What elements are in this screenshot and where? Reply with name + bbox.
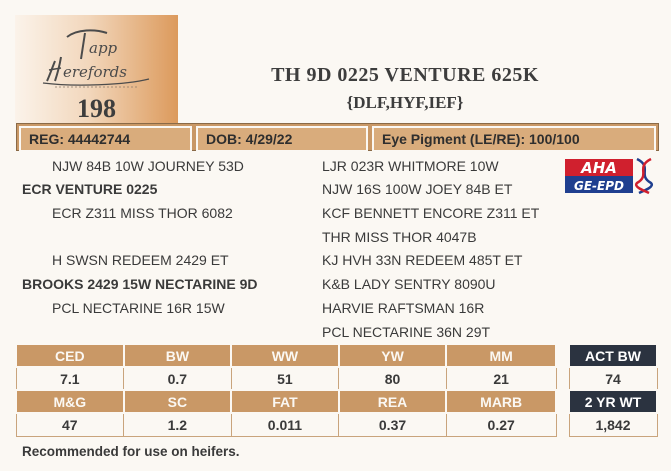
two-year-weight-label: 2 YR WT — [568, 389, 658, 414]
pedigree-dd-dam: PCL NECTARINE 36N 29T — [322, 324, 491, 340]
epd-header-ww: WW — [230, 343, 340, 368]
genetic-codes: {DLF,HYF,IEF} — [346, 93, 464, 112]
pedigree-sire-sire: NJW 84B 10W JOURNEY 53D — [52, 158, 244, 174]
actual-bw-value: 74 — [568, 366, 658, 391]
aha-logo-bottom-text: GE-EPD — [574, 179, 624, 193]
aha-logo-top-text: AHA — [580, 159, 617, 177]
epd-value-sc: 1.2 — [123, 412, 232, 437]
actual-weights-table: ACT BW 74 2 YR WT 1,842 — [568, 343, 658, 437]
pedigree-ds-sire: KJ HVH 33N REDEEM 485T ET — [322, 252, 523, 268]
svg-text:erefords: erefords — [63, 63, 127, 81]
epd-value-yw: 80 — [338, 366, 447, 391]
epd-value-mg: 47 — [15, 412, 125, 437]
epd-header-ced: CED — [15, 343, 125, 368]
epd-header-mm: MM — [445, 343, 557, 368]
pedigree-dam-sire: H SWSN REDEEM 2429 ET — [52, 252, 229, 268]
pedigree-sire-dam: ECR Z311 MISS THOR 6082 — [52, 205, 233, 221]
pedigree-dam: BROOKS 2429 15W NECTARINE 9D — [22, 276, 258, 292]
epd-header-bw: BW — [122, 343, 233, 368]
pedigree-ds-dam: K&B LADY SENTRY 8090U — [322, 276, 496, 292]
epd-value-ced: 7.1 — [15, 366, 125, 391]
epd-header-fat: FAT — [230, 389, 340, 414]
footer-note: Recommended for use on heifers. — [22, 444, 240, 459]
aha-ge-epd-logo: AHA GE-EPD — [563, 157, 655, 195]
epd-header-mg: M&G — [15, 389, 125, 414]
epd-table: CED BW WW YW MM 7.1 0.7 51 80 21 M&G SC … — [15, 343, 557, 437]
registration-number: REG: 44442744 — [19, 126, 192, 152]
two-year-weight-value: 1,842 — [568, 412, 658, 437]
logo-tile: app erefords 198 — [15, 15, 178, 123]
actual-bw-label: ACT BW — [568, 343, 658, 368]
epd-value-fat: 0.011 — [230, 412, 340, 437]
animal-name: TH 9D 0225 VENTURE 625K — [271, 64, 539, 86]
epd-header-row-1: CED BW WW YW MM — [15, 343, 557, 368]
epd-header-rea: REA — [337, 389, 448, 414]
pedigree-ss-dam: NJW 16S 100W JOEY 84B ET — [322, 181, 513, 197]
epd-header-yw: YW — [337, 343, 448, 368]
epd-value-row-1: 7.1 0.7 51 80 21 — [15, 366, 557, 391]
pedigree-sd-dam: THR MISS THOR 4047B — [322, 229, 477, 245]
epd-header-sc: SC — [122, 389, 233, 414]
pedigree-sd-sire: KCF BENNETT ENCORE Z311 ET — [322, 205, 540, 221]
lot-number: 198 — [77, 94, 116, 123]
eye-pigment: Eye Pigment (LE/RE): 100/100 — [372, 126, 656, 152]
pedigree-dam-dam: PCL NECTARINE 16R 15W — [52, 300, 225, 316]
pedigree-sire: ECR VENTURE 0225 — [22, 181, 158, 197]
info-bar: REG: 44442744 DOB: 4/29/22 Eye Pigment (… — [16, 123, 659, 152]
epd-value-ww: 51 — [230, 366, 340, 391]
epd-value-row-2: 47 1.2 0.011 0.37 0.27 — [15, 412, 557, 437]
date-of-birth: DOB: 4/29/22 — [196, 126, 368, 152]
pedigree-ss-sire: LJR 023R WHITMORE 10W — [322, 158, 499, 174]
epd-value-mm: 21 — [445, 366, 557, 391]
svg-text:app: app — [89, 39, 118, 57]
epd-value-rea: 0.37 — [338, 412, 447, 437]
epd-value-marb: 0.27 — [445, 412, 557, 437]
epd-header-row-2: M&G SC FAT REA MARB — [15, 389, 557, 414]
pedigree-dd-sire: HARVIE RAFTSMAN 16R — [322, 300, 485, 316]
epd-value-bw: 0.7 — [123, 366, 232, 391]
tapp-herefords-logo: app erefords — [42, 29, 150, 88]
epd-header-marb: MARB — [445, 389, 557, 414]
